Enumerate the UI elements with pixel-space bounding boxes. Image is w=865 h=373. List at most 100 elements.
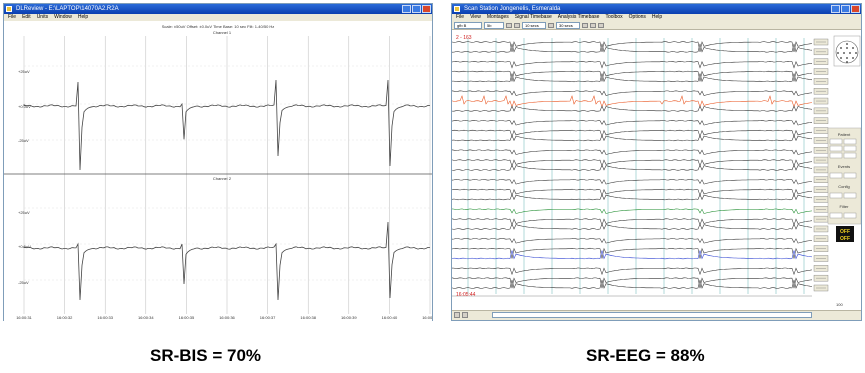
panel-field[interactable]	[829, 192, 843, 199]
channel-button[interactable]	[813, 166, 829, 174]
montage-select[interactable]: gfb B	[454, 21, 482, 29]
toolbar-icon[interactable]	[514, 22, 520, 28]
left-titlebar[interactable]: DLReview - E:\LAPTOP\14070A2.R2A	[4, 4, 432, 14]
eeg-channel-trace	[452, 193, 813, 201]
menu-item-toolbox[interactable]: Toolbox	[605, 14, 623, 20]
eeg-channel-trace	[452, 247, 813, 259]
menu-item-analysis-timebase[interactable]: Analysis Timebase	[557, 14, 600, 20]
toolbar-icon[interactable]	[548, 22, 554, 28]
channel-button[interactable]	[813, 255, 829, 262]
panel-field[interactable]	[829, 172, 843, 179]
right-caption: SR-EEG = 88%	[586, 346, 705, 365]
maximize-button[interactable]	[841, 5, 850, 13]
eeg-review-plot: Scale: ±50uV Offset: ±0.0uV Time Base: 1…	[4, 22, 432, 321]
ch1-tick-label: -25uV	[18, 138, 29, 143]
right-titlebar[interactable]: Scan Station Jongenelis, Esmeralda	[452, 4, 861, 14]
channel-button[interactable]	[813, 107, 829, 115]
eeg-channel-trace	[452, 208, 813, 214]
eeg-channel-trace	[452, 60, 813, 69]
timeline-scrollbar[interactable]	[492, 312, 812, 318]
close-button[interactable]	[422, 5, 431, 13]
menu-item-units[interactable]: Units	[36, 14, 49, 20]
panel-label-events: Events	[838, 164, 850, 169]
channel-button[interactable]	[813, 215, 829, 223]
menu-item-window[interactable]: Window	[54, 14, 72, 20]
channel-button[interactable]	[813, 225, 829, 233]
eeg-channel-trace	[452, 95, 813, 108]
maximize-button[interactable]	[412, 5, 421, 13]
signal-timebase-select[interactable]: 10 secs	[522, 21, 546, 29]
indicator-text: OFF	[840, 229, 850, 235]
channel-button[interactable]	[813, 265, 829, 272]
current-time-label: 16:05:44	[456, 292, 476, 298]
channel-button[interactable]	[813, 284, 829, 292]
channel-button[interactable]	[813, 78, 829, 85]
ch1-tick-label: +25uV	[18, 69, 30, 74]
toolbar-icon[interactable]	[506, 22, 512, 28]
channel-button[interactable]	[813, 68, 829, 75]
menu-item-file[interactable]: File	[8, 14, 17, 20]
panel-field[interactable]	[829, 138, 843, 145]
minimize-button[interactable]	[402, 5, 411, 13]
menu-item-montages[interactable]: Montages	[486, 14, 509, 20]
panel-field[interactable]	[843, 138, 857, 145]
channel-button[interactable]	[813, 97, 829, 105]
channel-1-trace	[23, 79, 431, 171]
right-menubar: File View Montages Signal Timebase Analy…	[452, 14, 861, 21]
channel-button[interactable]	[813, 156, 829, 164]
channel-button[interactable]	[813, 186, 829, 193]
channel-button[interactable]	[813, 147, 829, 154]
status-indicator[interactable]: OFF OFF	[836, 226, 854, 242]
panel-field[interactable]	[843, 145, 857, 152]
eeg-channel-trace	[452, 105, 813, 112]
eeg-channel-trace	[452, 277, 813, 289]
channel-button[interactable]	[813, 58, 829, 65]
analysis-timebase-select[interactable]: 30 secs	[556, 21, 580, 29]
channel-button[interactable]	[813, 245, 829, 252]
channel-button[interactable]	[813, 235, 829, 243]
channel-button[interactable]	[813, 196, 829, 203]
panel-field[interactable]	[829, 152, 843, 159]
panel-field[interactable]	[829, 212, 843, 219]
ch2-tick-label: +25uV	[18, 210, 30, 215]
channel-button[interactable]	[813, 38, 829, 46]
channel-button[interactable]	[813, 117, 829, 124]
eeg-channel-trace	[452, 223, 813, 230]
panel-field[interactable]	[843, 192, 857, 199]
toolbar-icon[interactable]	[590, 22, 596, 28]
channel-button[interactable]	[813, 274, 829, 282]
close-button[interactable]	[851, 5, 860, 13]
menu-item-options[interactable]: Options	[628, 14, 646, 20]
panel-field[interactable]	[829, 145, 843, 152]
panel-field[interactable]	[843, 152, 857, 159]
scroll-left-button[interactable]	[454, 312, 460, 318]
panel-field[interactable]	[843, 212, 857, 219]
minimize-button[interactable]	[831, 5, 840, 13]
panel-field[interactable]	[843, 172, 857, 179]
menu-item-help[interactable]: Help	[651, 14, 663, 20]
menu-item-help[interactable]: Help	[77, 14, 89, 20]
toolbar-icon[interactable]	[582, 22, 588, 28]
eeg-channel-trace	[452, 73, 813, 83]
channel-2-trace	[23, 221, 431, 301]
eeg-channel-trace	[452, 43, 813, 53]
channel-button[interactable]	[813, 48, 829, 56]
channel-button[interactable]	[813, 88, 829, 95]
menu-item-view[interactable]: View	[470, 14, 481, 20]
menu-item-signal-timebase[interactable]: Signal Timebase	[514, 14, 552, 20]
channel-button[interactable]	[813, 137, 829, 144]
channel-button[interactable]	[813, 176, 829, 183]
toolbar-icon[interactable]	[598, 22, 604, 28]
menu-item-edit[interactable]: Edit	[22, 14, 31, 20]
channel-button[interactable]	[813, 206, 829, 213]
epoch-label: 2 - 163	[456, 35, 472, 41]
head-map[interactable]	[833, 35, 861, 67]
sensitivity-select[interactable]: 5b	[484, 21, 504, 29]
scroll-right-button[interactable]	[462, 312, 468, 318]
app-icon	[454, 6, 460, 12]
channel-button[interactable]	[813, 127, 829, 134]
time-gridlines	[452, 38, 812, 297]
eeg-channel-trace	[452, 90, 813, 96]
ch1-tick-label: +0.0uV	[18, 104, 31, 109]
menu-item-file[interactable]: File	[456, 14, 465, 20]
